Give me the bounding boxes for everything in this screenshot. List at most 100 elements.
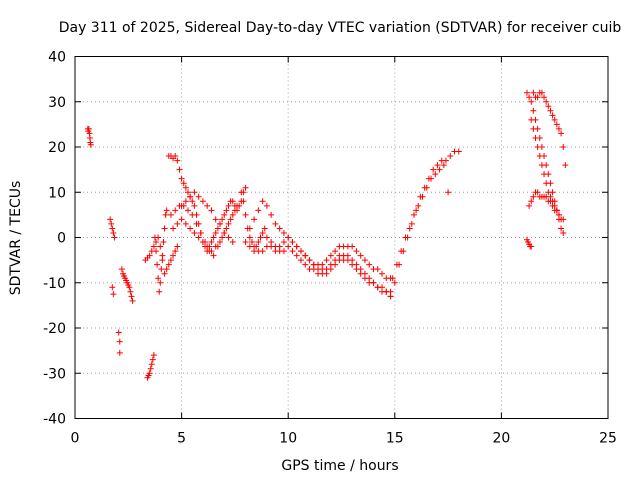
data-point <box>259 198 266 205</box>
data-point <box>150 352 157 359</box>
data-point <box>229 198 236 205</box>
data-point <box>107 216 114 223</box>
data-point <box>353 248 360 255</box>
data-point <box>178 202 185 209</box>
data-point <box>116 338 123 345</box>
data-point <box>221 211 228 218</box>
data-point <box>187 193 194 200</box>
x-tick-label: 10 <box>279 431 297 447</box>
data-point <box>545 189 552 196</box>
data-point <box>108 220 115 227</box>
data-point <box>280 248 287 255</box>
data-point <box>178 175 185 182</box>
data-point <box>526 202 533 209</box>
data-point <box>163 207 170 214</box>
data-point <box>434 162 441 169</box>
data-point <box>174 220 181 227</box>
data-point <box>219 216 226 223</box>
data-point <box>127 288 134 295</box>
data-point <box>285 234 292 241</box>
data-point <box>528 198 535 205</box>
data-point <box>182 198 189 205</box>
data-point <box>415 202 422 209</box>
data-point <box>246 234 253 241</box>
data-point <box>526 94 533 101</box>
data-point <box>156 288 163 295</box>
data-point <box>147 365 154 372</box>
data-point <box>160 239 167 246</box>
data-point <box>428 175 435 182</box>
data-point <box>85 125 92 132</box>
data-point <box>184 207 191 214</box>
y-tick-label: 20 <box>48 140 66 156</box>
data-point <box>150 243 157 250</box>
series-16 <box>526 189 567 223</box>
data-point <box>155 275 162 282</box>
series-13 <box>523 236 535 250</box>
y-tick-label: -20 <box>43 321 66 337</box>
data-point <box>257 234 264 241</box>
y-tick-label: -40 <box>43 412 66 428</box>
data-point <box>157 243 164 250</box>
data-point <box>445 189 452 196</box>
data-point <box>118 266 125 273</box>
data-point <box>551 202 558 209</box>
series-3 <box>142 234 181 277</box>
data-point <box>413 207 420 214</box>
data-point <box>327 261 334 268</box>
data-point <box>159 257 166 264</box>
data-point <box>191 202 198 209</box>
data-point <box>182 220 189 227</box>
data-point <box>167 257 174 264</box>
data-point <box>176 166 183 173</box>
series-1 <box>107 216 136 356</box>
series-7 <box>178 189 236 246</box>
data-point <box>547 107 554 114</box>
x-tick-label: 0 <box>71 431 80 447</box>
data-point <box>408 220 415 227</box>
data-point <box>172 248 179 255</box>
data-point <box>225 234 232 241</box>
data-point <box>184 189 191 196</box>
data-point <box>212 229 219 236</box>
data-point <box>538 89 545 96</box>
data-point <box>263 234 270 241</box>
data-point <box>182 184 189 191</box>
data-point <box>231 207 238 214</box>
data-point <box>110 229 117 236</box>
data-point <box>534 144 541 150</box>
data-point <box>410 211 417 218</box>
tick-layer: 0 5 10 15 20 25 -40 -30 -20 -10 0 10 20 30 40 <box>43 50 617 447</box>
data-point <box>310 261 317 268</box>
data-point <box>297 248 304 255</box>
data-point <box>246 225 253 232</box>
data-point <box>547 193 554 200</box>
data-point <box>402 234 409 241</box>
x-axis-label: GPS time / hours <box>281 458 398 474</box>
data-point <box>165 261 172 268</box>
data-point <box>528 116 535 123</box>
data-point <box>379 284 386 291</box>
data-point <box>261 225 268 232</box>
data-point <box>440 162 447 169</box>
data-point <box>268 211 275 218</box>
data-point <box>219 234 226 241</box>
chart-title: Day 311 of 2025, Sidereal Day-to-day VTE… <box>59 20 622 36</box>
data-point <box>560 229 567 236</box>
data-point <box>302 261 309 268</box>
data-point <box>280 239 287 246</box>
data-point <box>148 361 155 368</box>
data-point <box>178 216 185 223</box>
data-point <box>229 211 236 218</box>
data-point <box>541 94 548 101</box>
data-point <box>189 198 196 205</box>
data-point <box>193 220 200 227</box>
data-point <box>555 125 562 132</box>
data-point <box>366 261 373 268</box>
data-point <box>155 234 162 241</box>
data-point <box>172 153 179 160</box>
data-point <box>353 261 360 268</box>
data-point <box>553 207 560 214</box>
data-point <box>398 248 405 255</box>
data-point <box>167 211 174 218</box>
